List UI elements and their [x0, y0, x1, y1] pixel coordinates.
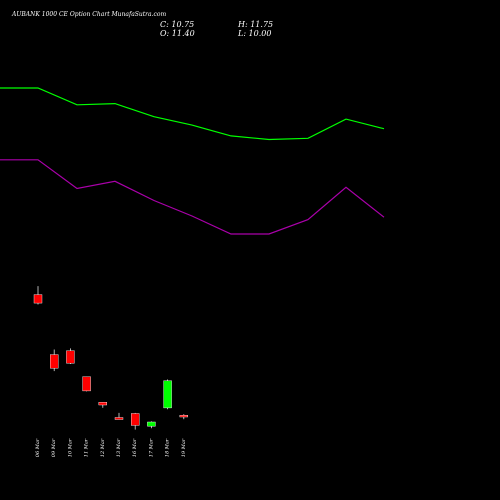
x-tick-label: 09 Mar: [51, 438, 57, 457]
x-tick-label: 11 Mar: [84, 438, 90, 457]
candle-body: [179, 415, 189, 418]
x-tick-label: 18 Mar: [165, 438, 171, 457]
low-value: L: 10.00: [237, 29, 271, 38]
close-value: C: 10.75: [160, 20, 194, 29]
x-tick-label: 06 Mar: [35, 438, 41, 457]
candle: [50, 349, 59, 372]
candle-body: [130, 413, 140, 426]
candle-body: [147, 421, 156, 427]
x-tick-label: 12 Mar: [100, 438, 106, 457]
candle-body: [82, 376, 91, 392]
candle: [66, 348, 75, 364]
lower-indicator-line: [0, 159, 385, 235]
candle-body: [98, 402, 108, 406]
candle-body: [33, 294, 43, 304]
candle-body: [114, 417, 124, 420]
open-value: O: 11.40: [160, 29, 195, 38]
candle: [82, 376, 91, 392]
upper-indicator-line: [0, 87, 385, 141]
candle: [163, 379, 172, 410]
high-value: H: 11.75: [237, 20, 273, 29]
x-tick-label: 17 Mar: [148, 438, 154, 457]
candles: [33, 286, 189, 430]
candle: [130, 412, 140, 430]
x-tick-label: 10 Mar: [67, 438, 73, 457]
chart-title: AUBANK 1000 CE Option Chart MunafaSutra.…: [11, 11, 166, 18]
candle: [179, 414, 189, 420]
indicator-lines: [0, 87, 385, 235]
x-axis-labels: 06 Mar 09 Mar 10 Mar 11 Mar 12 Mar 13 Mar 16 M…: [35, 438, 187, 457]
candle: [98, 402, 108, 408]
x-tick-label: 19 Mar: [181, 438, 187, 457]
candle-body: [163, 380, 172, 409]
x-tick-label: 16 Mar: [132, 438, 138, 457]
candle-body: [50, 354, 59, 369]
candle-body: [66, 350, 75, 364]
candle: [147, 421, 156, 429]
x-tick-label: 13 Mar: [116, 438, 122, 457]
candle: [33, 286, 43, 305]
candle: [114, 412, 124, 420]
